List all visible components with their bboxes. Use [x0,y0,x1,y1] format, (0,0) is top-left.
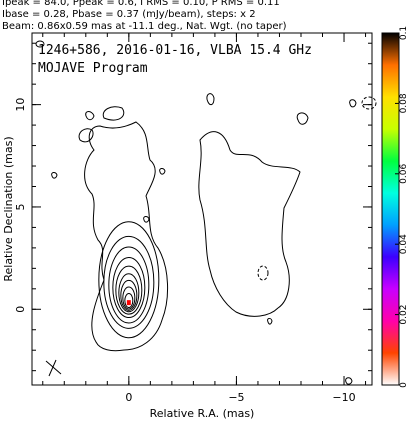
contour-line [78,128,94,143]
contour-line [85,111,95,121]
colorbar-tick-label: 0.08 [399,93,409,113]
colorbar-tick-label: 0.04 [399,234,409,254]
contour-level [112,257,146,319]
contour-line [198,131,301,317]
contour-line [159,168,166,175]
negative-contour [257,265,269,281]
y-tick-label: 10 [14,98,27,112]
contour-line [84,121,169,352]
beam-axis [48,359,57,377]
contour-line [345,377,353,385]
contour-level [120,279,138,311]
jet-contours [51,93,377,385]
plot-frame [31,32,373,386]
colorbar-tick-label: 0 [399,382,409,388]
chart-title: 1246+586, 2016-01-16, VLBA 15.4 GHz [38,43,312,58]
contour-level [124,293,134,309]
x-tick-label: 0 [125,391,132,404]
beam-ellipse-marker [35,40,62,377]
x-tick-label: −5 [228,391,244,404]
colorbar [381,32,400,386]
y-tick-label: 5 [14,203,27,210]
negative-contour [361,96,377,110]
y-tick-label: 0 [14,306,27,313]
header-line-3: Beam: 0.86x0.59 mas at -11.1 deg., Nat. … [2,21,287,32]
contour-line [51,172,58,179]
peak-pixel [126,300,131,306]
contour-level [115,265,143,315]
contour-level [108,246,150,324]
x-axis-label: Relative R.A. (mas) [150,407,255,420]
x-axis-ticks: 0 −5 −10 [42,33,367,404]
colorbar-tick-label: 0.06 [399,164,409,184]
contour-level [118,273,140,313]
x-tick-label: −10 [332,391,355,404]
header-line-2: Ibase = 0.28, Pbase = 0.37 (mJy/beam), s… [2,9,256,20]
contour-line [267,318,273,325]
y-axis-ticks: 0 5 10 [14,42,372,372]
colorbar-tick-label: 0.02 [399,305,409,325]
header-line-1: Ipeak = 84.0, Ppeak = 0.6, I RMS = 0.10,… [2,0,280,8]
contour-level [98,221,160,339]
contour-line [102,106,125,121]
contour-level [103,235,155,329]
y-axis-label: Relative Declination (mas) [2,136,15,281]
beam-ellipse [35,40,45,48]
colorbar-tick-label: 0.1 [399,26,409,40]
contour-level [122,286,136,310]
contour-line [143,216,150,223]
colorbar-ticks: 0 0.02 0.04 0.06 0.08 0.1 [395,26,409,388]
chart-subtitle: MOJAVE Program [38,61,148,76]
beam-axis [45,360,62,375]
contour-line [296,112,309,125]
contour-line [206,93,215,106]
contour-line [349,99,357,108]
